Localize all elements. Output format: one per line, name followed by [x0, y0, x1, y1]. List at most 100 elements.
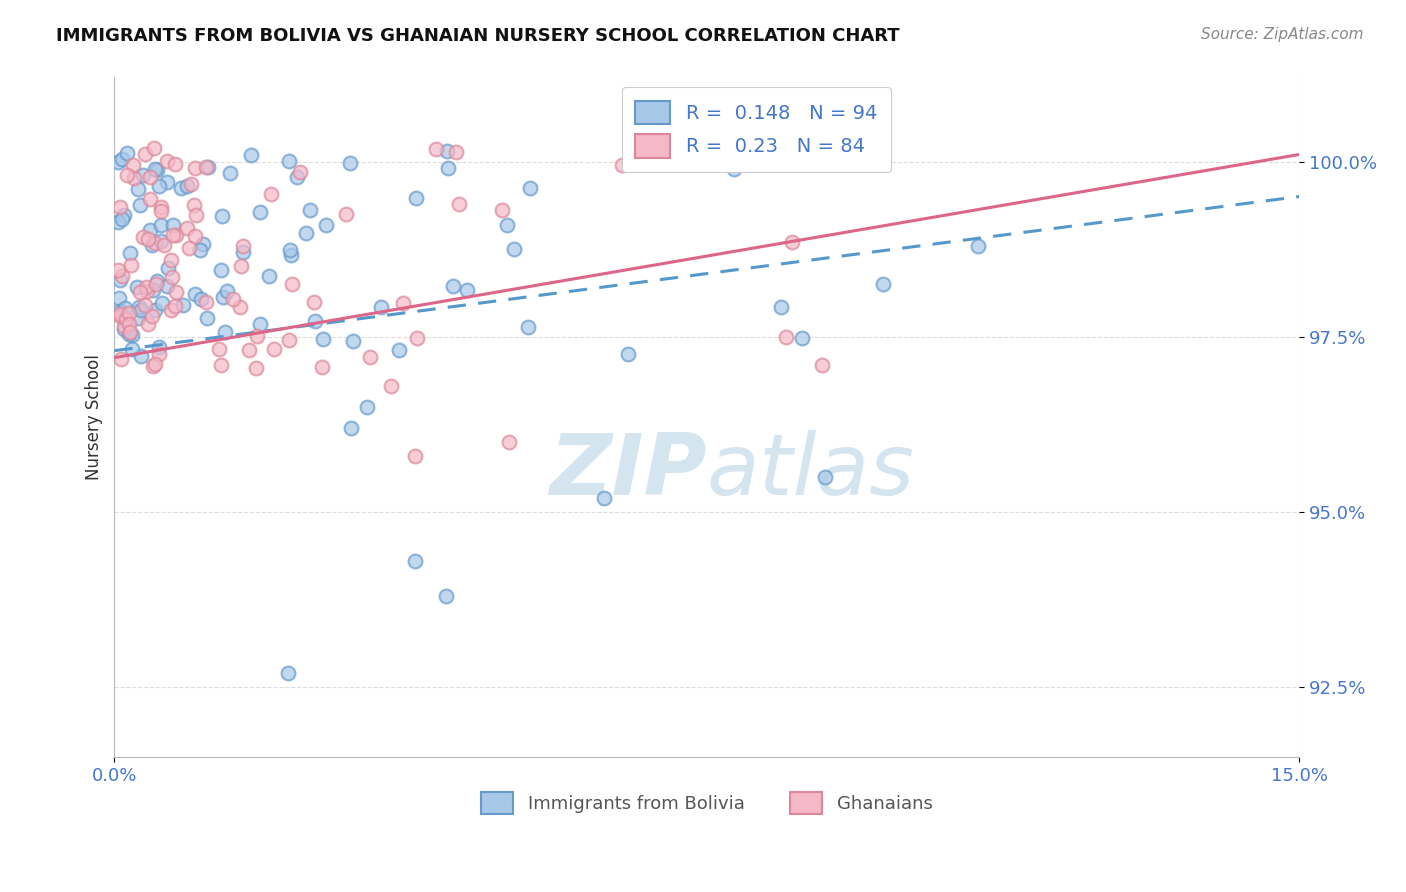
Point	[215, 284, 238, 298]
Point	[111, 211, 134, 226]
Point	[517, 320, 540, 334]
Point	[290, 165, 312, 179]
Point	[148, 178, 170, 193]
Point	[246, 328, 269, 343]
Point	[405, 191, 427, 205]
Point	[110, 351, 132, 366]
Text: IMMIGRANTS FROM BOLIVIA VS GHANAIAN NURSERY SCHOOL CORRELATION CHART: IMMIGRANTS FROM BOLIVIA VS GHANAIAN NURS…	[56, 27, 900, 45]
Point	[156, 154, 179, 169]
Point	[148, 347, 170, 361]
Point	[257, 269, 280, 284]
Point	[172, 298, 194, 312]
Point	[108, 273, 131, 287]
Point	[444, 145, 467, 159]
Point	[139, 222, 162, 236]
Point	[141, 310, 163, 324]
Point	[184, 287, 207, 301]
Point	[127, 182, 149, 196]
Point	[129, 349, 152, 363]
Point	[108, 307, 131, 321]
Point	[129, 303, 152, 318]
Point	[112, 319, 135, 334]
Point	[188, 244, 211, 258]
Point	[249, 205, 271, 219]
Point	[159, 252, 181, 267]
Point	[125, 279, 148, 293]
Point	[392, 296, 415, 310]
Point	[502, 242, 524, 256]
Point	[141, 238, 163, 252]
Point	[610, 158, 633, 172]
Point	[122, 171, 145, 186]
Point	[107, 291, 129, 305]
Point	[194, 161, 217, 175]
Point	[280, 248, 302, 262]
Point	[405, 331, 427, 345]
Point	[240, 148, 263, 162]
Point	[209, 359, 232, 373]
Point	[139, 170, 162, 185]
Point	[121, 327, 143, 342]
Point	[162, 218, 184, 232]
Point	[131, 230, 153, 244]
Point	[176, 220, 198, 235]
Point	[146, 163, 169, 178]
Point	[117, 306, 139, 320]
Point	[195, 311, 218, 326]
Point	[107, 263, 129, 277]
Point	[153, 237, 176, 252]
Point	[222, 292, 245, 306]
Point	[281, 277, 304, 291]
Point	[108, 304, 131, 318]
Point	[162, 227, 184, 242]
Point	[156, 279, 179, 293]
Point	[359, 350, 381, 364]
Point	[120, 258, 142, 272]
Point	[184, 208, 207, 222]
Text: atlas: atlas	[707, 430, 915, 513]
Point	[150, 296, 173, 310]
Point	[136, 232, 159, 246]
Legend: Immigrants from Bolivia, Ghanaians: Immigrants from Bolivia, Ghanaians	[472, 782, 942, 822]
Point	[159, 303, 181, 318]
Point	[157, 260, 180, 275]
Point	[149, 200, 172, 214]
Point	[219, 166, 242, 180]
Point	[143, 357, 166, 371]
Point	[814, 469, 837, 483]
Point	[127, 311, 149, 326]
Point	[312, 332, 335, 346]
Point	[150, 234, 173, 248]
Point	[810, 358, 832, 372]
Point	[163, 157, 186, 171]
Point	[150, 218, 173, 232]
Point	[129, 197, 152, 211]
Point	[135, 280, 157, 294]
Point	[212, 290, 235, 304]
Point	[111, 153, 134, 167]
Point	[434, 589, 457, 603]
Point	[156, 175, 179, 189]
Point	[277, 333, 299, 347]
Point	[304, 294, 326, 309]
Point	[112, 208, 135, 222]
Point	[342, 334, 364, 349]
Point	[134, 147, 156, 161]
Point	[176, 178, 198, 193]
Point	[118, 326, 141, 341]
Point	[142, 359, 165, 373]
Point	[404, 449, 426, 463]
Point	[107, 215, 129, 229]
Point	[143, 236, 166, 251]
Point	[165, 285, 187, 300]
Point	[110, 268, 132, 283]
Point	[723, 162, 745, 177]
Point	[143, 162, 166, 177]
Point	[114, 301, 136, 315]
Point	[118, 318, 141, 332]
Point	[231, 259, 253, 273]
Point	[295, 227, 318, 241]
Point	[142, 141, 165, 155]
Point	[211, 210, 233, 224]
Point	[232, 245, 254, 260]
